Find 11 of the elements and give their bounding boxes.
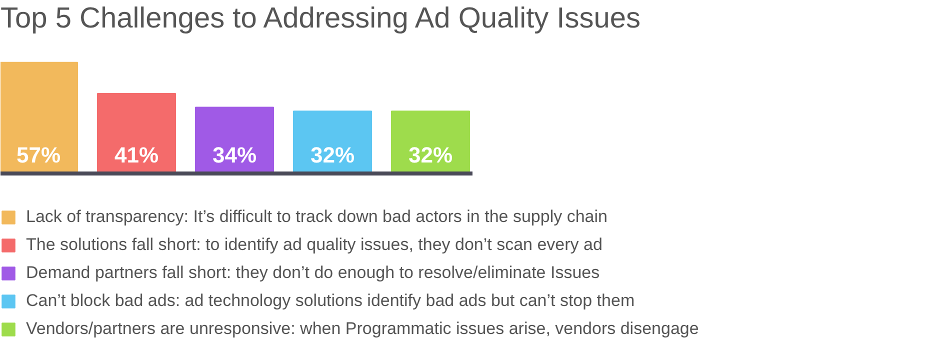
data-label: 32% xyxy=(310,142,355,168)
legend-label: Demand partners fall short: they don’t do enough to resolve/eliminate Issues xyxy=(26,263,600,283)
legend-label: Lack of transparency: It’s difficult to track down bad actors in the supply chain xyxy=(26,207,608,227)
legend-label: The solutions fall short: to identify ad quality issues, they don’t scan every ad xyxy=(26,235,602,255)
data-label: 57% xyxy=(16,142,61,168)
legend-label: Vendors/partners are unresponsive: when Programmatic issues arise, vendors disengage xyxy=(26,319,699,339)
data-label: 34% xyxy=(212,142,257,168)
data-label: 41% xyxy=(114,142,159,168)
legend-label: Can’t block bad ads: ad technology solutions identify bad ads but can’t stop them xyxy=(26,291,635,311)
chart-title: Top 5 Challenges to Addressing Ad Quality Issues xyxy=(0,2,640,34)
data-label: 32% xyxy=(408,142,453,168)
